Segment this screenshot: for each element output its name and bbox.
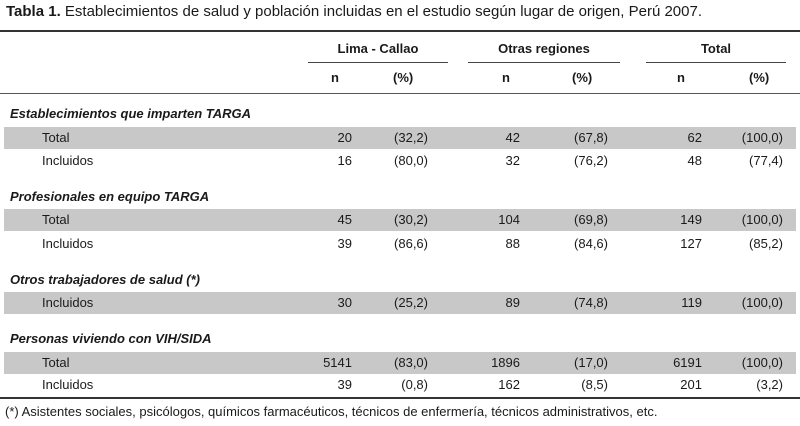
section-title: Profesionales en equipo TARGA: [10, 189, 210, 204]
cell-total-n: 6191: [673, 355, 702, 370]
header-pct-lima: (%): [393, 70, 414, 85]
cell-otras-pct: (69,8): [574, 212, 608, 227]
cell-total-n: 48: [687, 153, 702, 168]
row-label: Incluidos: [42, 295, 94, 310]
cell-otras-n: 162: [498, 377, 520, 392]
cell-total-n: 119: [681, 295, 702, 310]
cell-total-n: 149: [680, 212, 702, 227]
cell-lima-pct: (86,6): [394, 236, 428, 251]
row-label: Incluidos: [42, 377, 94, 392]
header-group-lima: Lima - Callao: [337, 41, 419, 56]
cell-lima-n: 16: [337, 153, 352, 168]
cell-otras-pct: (84,6): [574, 236, 608, 251]
bottom-rule: [0, 397, 800, 399]
table-caption: Tabla 1. Establecimientos de salud y pob…: [6, 3, 702, 20]
cell-lima-n: 45: [337, 212, 352, 227]
row-shading: [4, 209, 796, 231]
cell-otras-n: 32: [505, 153, 520, 168]
cell-lima-n: 5141: [323, 355, 352, 370]
header-n-otras: n: [502, 70, 510, 85]
cell-lima-pct: (0,8): [401, 377, 428, 392]
row-shading: [4, 292, 796, 314]
cell-lima-n: 20: [337, 130, 352, 145]
header-pct-total: (%): [749, 70, 770, 85]
cell-total-n: 62: [687, 130, 702, 145]
table-footnote: (*) Asistentes sociales, psicólogos, quí…: [5, 404, 658, 419]
header-underline-otras: [468, 62, 620, 63]
cell-lima-pct: (80,0): [394, 153, 428, 168]
cell-lima-n: 39: [337, 236, 352, 251]
row-label: Total: [42, 130, 70, 145]
cell-lima-pct: (25,2): [394, 295, 428, 310]
row-label: Incluidos: [42, 153, 94, 168]
header-group-otras: Otras regiones: [498, 41, 590, 56]
header-group-total: Total: [700, 41, 732, 56]
header-n-lima: n: [331, 70, 339, 85]
header-underline-lima: [308, 62, 448, 63]
caption-text: Establecimientos de salud y población in…: [60, 3, 702, 20]
cell-otras-pct: (74,8): [574, 295, 608, 310]
section-title: Personas viviendo con VIH/SIDA: [10, 331, 212, 346]
cell-total-n: 127: [680, 236, 702, 251]
cell-lima-pct: (83,0): [394, 355, 428, 370]
header-underline-total: [646, 62, 786, 63]
cell-total-pct: (100,0): [741, 295, 783, 310]
cell-total-pct: (100,0): [741, 130, 783, 145]
cell-lima-pct: (30,2): [394, 212, 428, 227]
cell-total-pct: (3,2): [756, 377, 783, 392]
row-label: Total: [42, 355, 70, 370]
cell-otras-pct: (76,2): [574, 153, 608, 168]
header-bottom-rule: [0, 93, 800, 94]
cell-otras-pct: (67,8): [574, 130, 608, 145]
row-shading: [4, 352, 796, 374]
cell-total-n: 201: [680, 377, 702, 392]
cell-lima-n: 30: [337, 295, 352, 310]
cell-lima-n: 39: [337, 377, 352, 392]
header-n-total: n: [677, 70, 685, 85]
cell-otras-pct: (17,0): [574, 355, 608, 370]
row-shading: [4, 127, 796, 149]
cell-total-pct: (100,0): [741, 355, 783, 370]
cell-otras-n: 42: [505, 130, 520, 145]
caption-label: Tabla 1.: [6, 3, 61, 20]
cell-otras-n: 88: [505, 236, 520, 251]
section-title: Otros trabajadores de salud (*): [10, 272, 200, 287]
cell-otras-pct: (8,5): [581, 377, 608, 392]
header-pct-otras: (%): [572, 70, 593, 85]
cell-otras-n: 1896: [491, 355, 520, 370]
top-rule: [0, 30, 800, 32]
cell-total-pct: (100,0): [741, 212, 783, 227]
cell-total-pct: (77,4): [749, 153, 783, 168]
row-label: Total: [42, 212, 70, 227]
cell-otras-n: 89: [505, 295, 520, 310]
section-title: Establecimientos que imparten TARGA: [10, 106, 252, 121]
cell-lima-pct: (32,2): [394, 130, 428, 145]
cell-total-pct: (85,2): [749, 236, 783, 251]
cell-otras-n: 104: [498, 212, 520, 227]
row-label: Incluidos: [42, 236, 94, 251]
